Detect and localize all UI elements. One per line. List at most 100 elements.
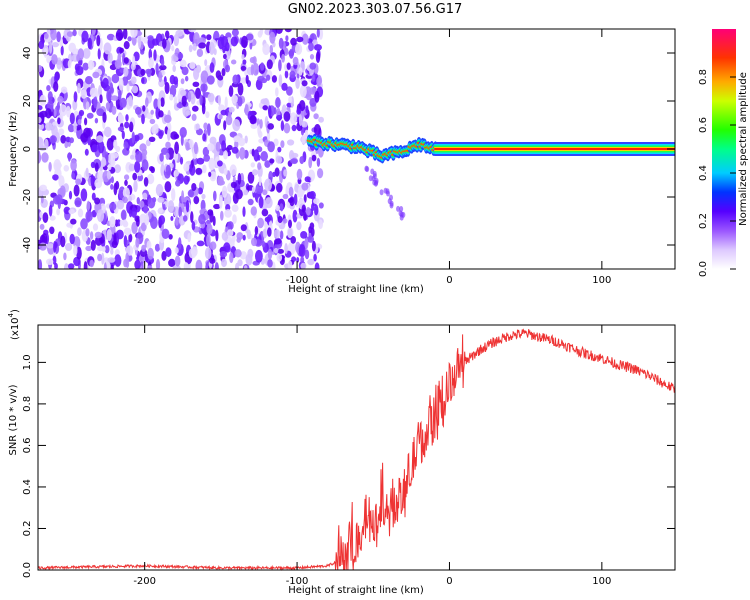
- spectrogram-noise-cell: [165, 247, 172, 258]
- spectrogram-noise-cell: [123, 235, 128, 248]
- x-tick-label: 100: [592, 275, 611, 286]
- spectrogram-noise-cell: [311, 227, 315, 237]
- spectrogram-noise-cell: [244, 135, 248, 144]
- spectrogram-noise-cell: [252, 169, 258, 176]
- spectrogram-noise-cell: [267, 141, 275, 153]
- spectrogram-noise-cell: [80, 188, 88, 202]
- spectrogram-noise-cell: [60, 45, 64, 56]
- spectrogram-noise-cell: [307, 258, 315, 266]
- spectrogram-noise-cell: [103, 42, 112, 55]
- spectrogram-noise-cell: [181, 95, 187, 107]
- y-tick-label: 0.0: [22, 562, 33, 578]
- spectrogram-noise-cell: [244, 104, 249, 116]
- spectrogram-noise-cell: [39, 211, 43, 219]
- spectrogram-noise-cell: [318, 202, 324, 209]
- spectrogram-plot: -200 -100 0 100 40 20 0 -20 -40 Height of strai…: [8, 28, 676, 295]
- spectrogram-noise-cell: [232, 119, 241, 132]
- spectrogram-noise-cell: [82, 62, 89, 71]
- spectrogram-noise-cell: [213, 203, 221, 210]
- spectrogram-noise-cell: [161, 228, 170, 239]
- x-tick-label: -200: [133, 275, 156, 286]
- spectrogram-noise-cell: [296, 221, 302, 231]
- spectrogram-noise-cell: [223, 53, 227, 60]
- spectrogram-tail-cell: [385, 188, 390, 195]
- spectrogram-noise-cell: [286, 62, 291, 70]
- spectrogram-noise-cell: [107, 52, 113, 64]
- spectrogram-noise-cell: [143, 177, 149, 187]
- spectrogram-noise-cell: [276, 182, 283, 193]
- spectrogram-noise-cell: [123, 227, 132, 236]
- spectrogram-noise-cell: [225, 115, 233, 126]
- spectrogram-noise-cell: [157, 197, 165, 203]
- spectrogram-noise-cell: [102, 111, 107, 123]
- spectrogram-noise-cell: [49, 41, 53, 54]
- y-tick-label: 0.2: [22, 521, 33, 537]
- spectrogram-noise-cell: [47, 100, 54, 111]
- spectrogram-noise-cell: [52, 174, 59, 181]
- spectrogram-noise-cell: [165, 141, 171, 149]
- spectrogram-noise-cell: [202, 146, 210, 157]
- spectrogram-noise-cell: [96, 108, 105, 117]
- spectrogram-noise-cell: [135, 237, 140, 248]
- snr-frame: [37, 324, 676, 571]
- spectrogram-noise-cell: [308, 42, 314, 52]
- spectrogram-noise-cell: [92, 71, 100, 79]
- spectrogram-noise-cell: [250, 162, 255, 168]
- spectrogram-noise-cell: [46, 258, 54, 265]
- spectrogram-noise-cell: [146, 240, 152, 251]
- spectrogram-tail-cell: [379, 189, 384, 196]
- spectrogram-noise-cell: [242, 206, 246, 217]
- spectrogram-noise-cell: [280, 140, 285, 149]
- spectrogram-noise-cell: [207, 209, 214, 216]
- spectrogram-noise-cell: [160, 97, 165, 107]
- spectrogram-noise-cell: [141, 244, 147, 252]
- spectrogram-noise-cell: [262, 189, 268, 196]
- spectrogram-noise-cell: [124, 179, 128, 186]
- spectrogram-noise-cell: [241, 54, 245, 60]
- spectrogram-noise-cell: [131, 76, 137, 85]
- spectrogram-noise-cell: [175, 180, 181, 187]
- spectrogram-noise-cell: [164, 181, 172, 193]
- spectrogram-noise-cell: [255, 78, 263, 91]
- spectrogram-noise-cell: [41, 233, 48, 246]
- spectrogram-noise-cell: [288, 186, 294, 197]
- spectrogram-noise-cell: [267, 227, 272, 237]
- spectrogram-noise-cell: [102, 77, 109, 88]
- spectrogram-noise-cell: [94, 197, 101, 205]
- spectrogram-noise-cell: [145, 68, 153, 75]
- spectrogram-noise-cell: [259, 29, 264, 36]
- spectrogram-noise-cell: [89, 259, 94, 268]
- spectrogram-noise-cell: [85, 245, 93, 252]
- colorbar-tick-label: 0.6: [698, 117, 709, 133]
- spectrogram-noise-cell: [96, 209, 105, 223]
- spectrogram-noise-cell: [107, 257, 116, 263]
- spectrogram-noise-cell: [63, 165, 70, 172]
- spectrogram-noise-cell: [50, 29, 57, 41]
- spectrogram-noise-cell: [309, 97, 317, 107]
- spectrogram-noise-cell: [262, 43, 270, 56]
- spectrogram-noise-cell: [300, 262, 307, 269]
- spectrogram-noise-cell: [249, 115, 257, 125]
- spectrogram-noise-cell: [148, 136, 156, 142]
- spectrogram-noise-cell: [191, 183, 197, 191]
- spectrogram-noise-cell: [114, 164, 121, 174]
- spectrogram-noise-cell: [237, 82, 244, 96]
- spectrogram-noise-cell: [54, 262, 58, 269]
- spectrogram-noise-cell: [107, 163, 112, 171]
- spectrogram-noise-cell: [131, 207, 138, 218]
- spectrogram-noise-cell: [202, 133, 207, 142]
- spectrogram-noise-cell: [267, 123, 275, 130]
- spectrogram-noise-cell: [252, 56, 257, 65]
- spectrogram-noise-cell: [190, 211, 194, 223]
- spectrogram-noise-cell: [283, 122, 291, 134]
- spectrogram-noise-cell: [209, 41, 215, 55]
- spectrogram-noise-cell: [221, 185, 228, 198]
- spectrogram-noise-cell: [123, 141, 129, 149]
- spectrogram-noise-cell: [183, 163, 190, 172]
- spectrogram-noise-cell: [303, 194, 307, 203]
- spectrogram-noise-cell: [318, 219, 323, 230]
- spectrogram-noise-cell: [55, 194, 63, 205]
- spectrogram-noise-cell: [174, 247, 179, 254]
- spectrogram-noise-cell: [85, 101, 90, 110]
- spectrogram-noise-cell: [38, 137, 44, 150]
